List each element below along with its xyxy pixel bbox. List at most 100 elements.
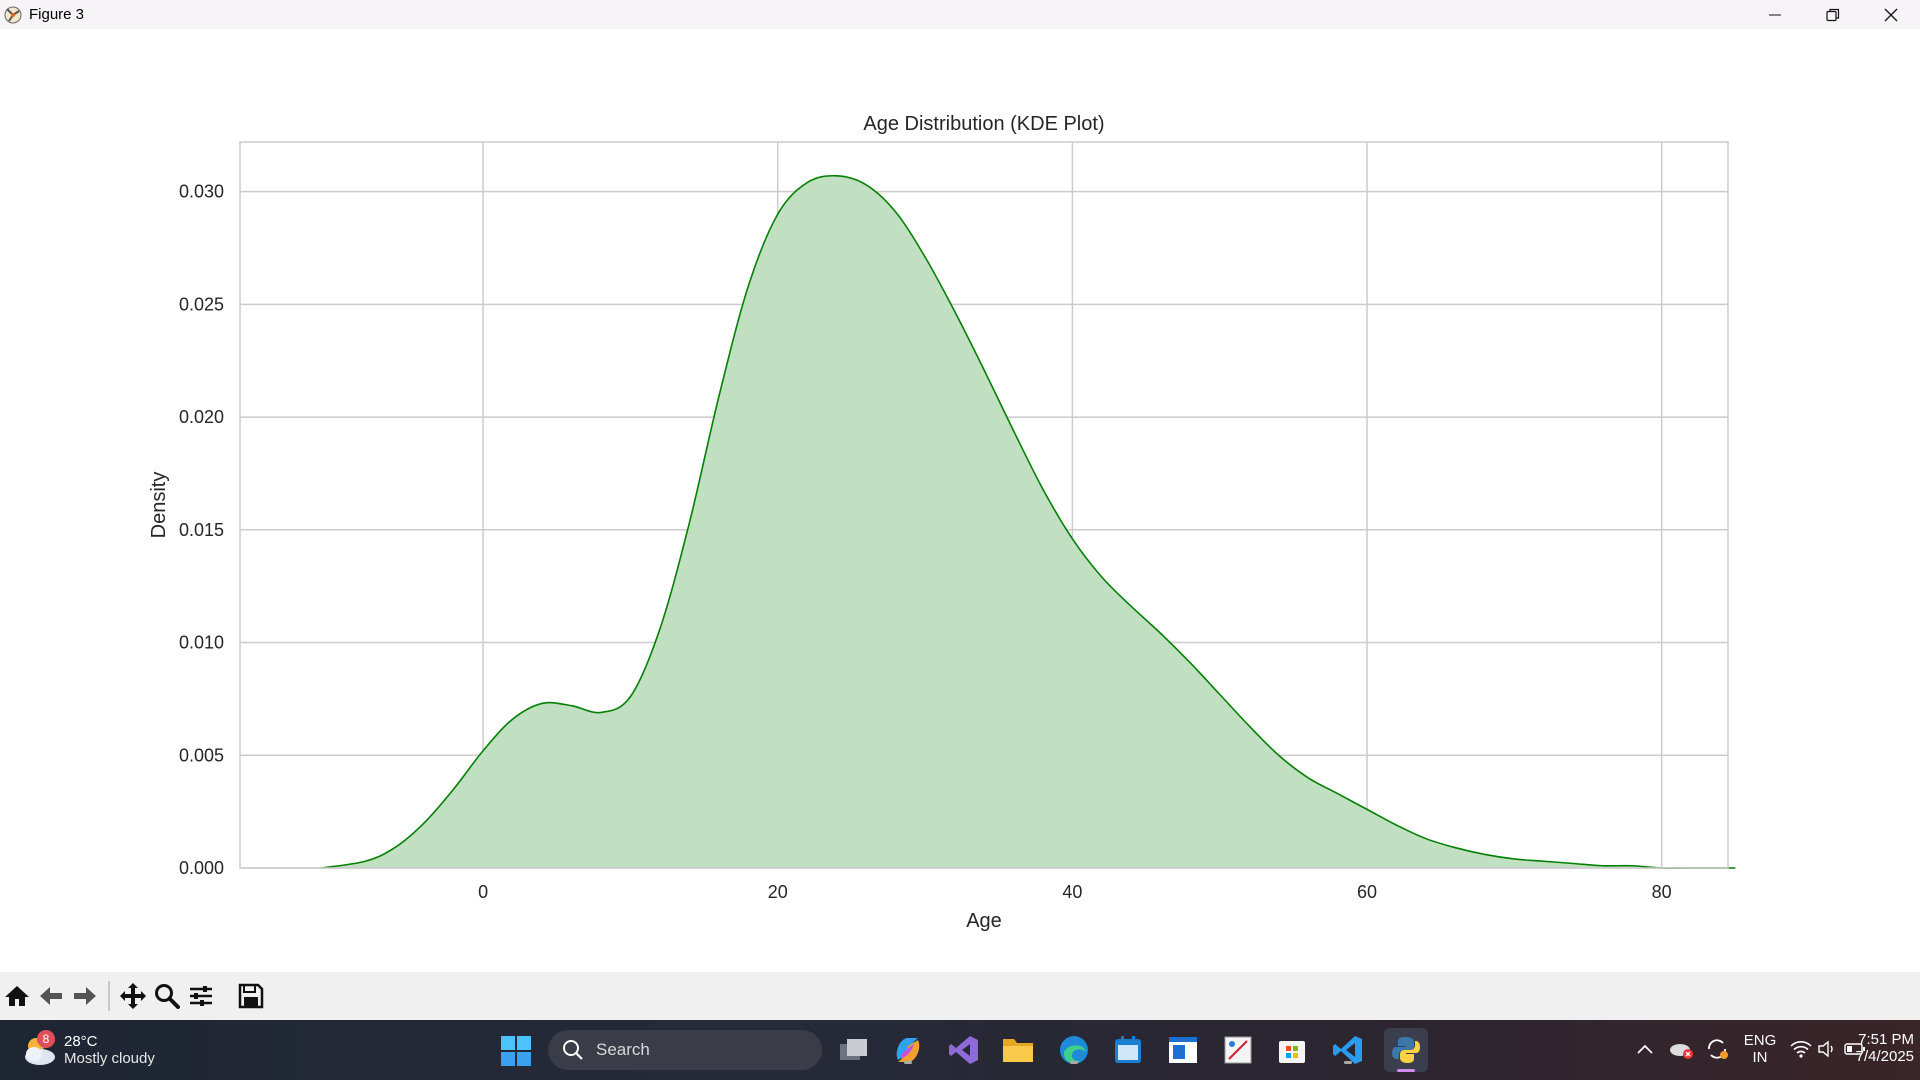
- windows-taskbar: 8 28°C Mostly cloudy Search: [0, 1020, 1920, 1080]
- chevron-up-icon: [1637, 1044, 1653, 1054]
- visual-studio-button[interactable]: [946, 1032, 982, 1068]
- search-label: Search: [596, 1040, 650, 1059]
- weather-widget[interactable]: 8 28°C Mostly cloudy: [20, 1030, 155, 1070]
- save-icon: [238, 983, 264, 1009]
- toolbar-separator: [224, 981, 228, 1011]
- taskbar-search-box[interactable]: Search: [548, 1030, 822, 1070]
- save-button[interactable]: [234, 979, 268, 1013]
- cloud-error-icon: [1670, 1044, 1693, 1059]
- visual-studio-icon: [949, 1036, 978, 1064]
- close-icon: [1884, 8, 1898, 21]
- forward-icon: [74, 987, 96, 1005]
- edge-icon: [1060, 1036, 1088, 1064]
- volume-status[interactable]: [1814, 1034, 1840, 1064]
- matplotlib-app-icon: [4, 6, 22, 23]
- store-icon: [1279, 1041, 1305, 1063]
- y-tick-label: 0.025: [179, 294, 224, 314]
- x-tick-label: 20: [768, 882, 788, 902]
- onedrive-status-button[interactable]: [1666, 1034, 1696, 1064]
- python-icon: [1392, 1037, 1420, 1063]
- configure-subplots-icon: [190, 986, 212, 1006]
- calendar-icon: [1115, 1036, 1141, 1063]
- speaker-icon: [1818, 1040, 1833, 1058]
- language-indicator[interactable]: ENG IN: [1740, 1032, 1780, 1066]
- clock[interactable]: 7:51 PM 7/4/2025: [1830, 1031, 1914, 1065]
- wifi-icon: [1790, 1041, 1812, 1058]
- restore-button[interactable]: [1804, 0, 1862, 29]
- weather-temperature: 28°C: [64, 1033, 98, 1050]
- forward-button[interactable]: [68, 979, 102, 1013]
- home-button[interactable]: [0, 979, 34, 1013]
- back-button[interactable]: [34, 979, 68, 1013]
- python-figure-button[interactable]: [1384, 1028, 1428, 1072]
- y-tick-label: 0.030: [179, 182, 224, 202]
- y-tick-label: 0.010: [179, 633, 224, 653]
- running-indicator: [904, 1061, 912, 1064]
- toolbar-separator: [108, 981, 110, 1011]
- minimize-icon: [1769, 14, 1781, 15]
- y-tick-label: 0.005: [179, 745, 224, 765]
- axes-frame: [239, 141, 1729, 869]
- weather-icon: 8: [20, 1030, 60, 1070]
- sync-status-button[interactable]: [1702, 1034, 1732, 1064]
- language-line-1: ENG: [1743, 1032, 1777, 1049]
- kde-chart: 0 20 40 60 80 0.000 0.005 0.010 0.015 0.020 0.025 0…: [148, 113, 1736, 932]
- active-indicator: [1397, 1069, 1415, 1072]
- zoom-icon: [155, 984, 180, 1009]
- kde-line: [320, 174, 1736, 869]
- y-tick-label: 0.015: [179, 520, 224, 540]
- figure-canvas[interactable]: 0 20 40 60 80 0.000 0.005 0.010 0.015 0.020 0.025 0…: [0, 29, 1920, 972]
- copilot-button[interactable]: [890, 1032, 926, 1068]
- search-icon: [563, 1040, 583, 1060]
- x-axis-label: Age: [966, 910, 1002, 932]
- home-icon: [5, 986, 29, 1006]
- configure-subplots-button[interactable]: [184, 979, 218, 1013]
- x-tick-label: 80: [1652, 882, 1672, 902]
- y-tick-label: 0.000: [179, 858, 224, 878]
- window-controls: [1746, 0, 1920, 29]
- y-tick-label: 0.020: [179, 407, 224, 427]
- sync-icon: [1708, 1039, 1728, 1059]
- folder-icon: [1003, 1039, 1033, 1062]
- x-tick-label: 60: [1357, 882, 1377, 902]
- vscode-icon: [1333, 1036, 1362, 1064]
- window-title: Figure 3: [29, 6, 85, 23]
- notepad-button[interactable]: [1165, 1032, 1201, 1068]
- battery-status[interactable]: [1842, 1034, 1868, 1064]
- pan-icon: [120, 983, 146, 1009]
- weather-condition: Mostly cloudy: [64, 1050, 155, 1067]
- pan-button[interactable]: [116, 979, 150, 1013]
- microsoft-store-button[interactable]: [1274, 1032, 1310, 1068]
- running-indicator: [1070, 1061, 1078, 1064]
- restore-icon: [1826, 8, 1840, 21]
- vscode-button[interactable]: [1330, 1032, 1366, 1068]
- zoom-button[interactable]: [150, 979, 184, 1013]
- navigation-toolbar: [0, 972, 1920, 1020]
- language-line-2: IN: [1752, 1049, 1768, 1066]
- y-axis-label: Density: [148, 472, 170, 539]
- back-icon: [40, 987, 62, 1005]
- windows-logo-icon: [501, 1036, 531, 1066]
- task-view-button[interactable]: [836, 1032, 872, 1068]
- paint-icon: [1224, 1036, 1252, 1064]
- copilot-icon: [896, 1038, 920, 1062]
- notepad-icon: [1169, 1037, 1197, 1063]
- kde-fill-area: [321, 175, 1736, 869]
- show-hidden-icons-button[interactable]: [1630, 1034, 1660, 1064]
- paint-button[interactable]: [1220, 1032, 1256, 1068]
- minimize-button[interactable]: [1746, 0, 1804, 29]
- edge-browser-button[interactable]: [1056, 1032, 1092, 1068]
- calendar-app-button[interactable]: [1110, 1032, 1146, 1068]
- x-tick-label: 40: [1062, 882, 1082, 902]
- wifi-status[interactable]: [1788, 1034, 1814, 1064]
- running-indicator: [1344, 1061, 1352, 1064]
- clock-time: 7:51 PM: [1858, 1031, 1914, 1048]
- close-button[interactable]: [1862, 0, 1920, 29]
- task-view-icon: [840, 1039, 867, 1060]
- clock-date: 7/4/2025: [1855, 1048, 1914, 1065]
- x-tick-label: 0: [478, 882, 488, 902]
- chart-title: Age Distribution (KDE Plot): [863, 113, 1104, 135]
- file-explorer-button[interactable]: [1000, 1032, 1036, 1068]
- weather-badge: 8: [37, 1030, 55, 1048]
- start-button[interactable]: [500, 1035, 532, 1067]
